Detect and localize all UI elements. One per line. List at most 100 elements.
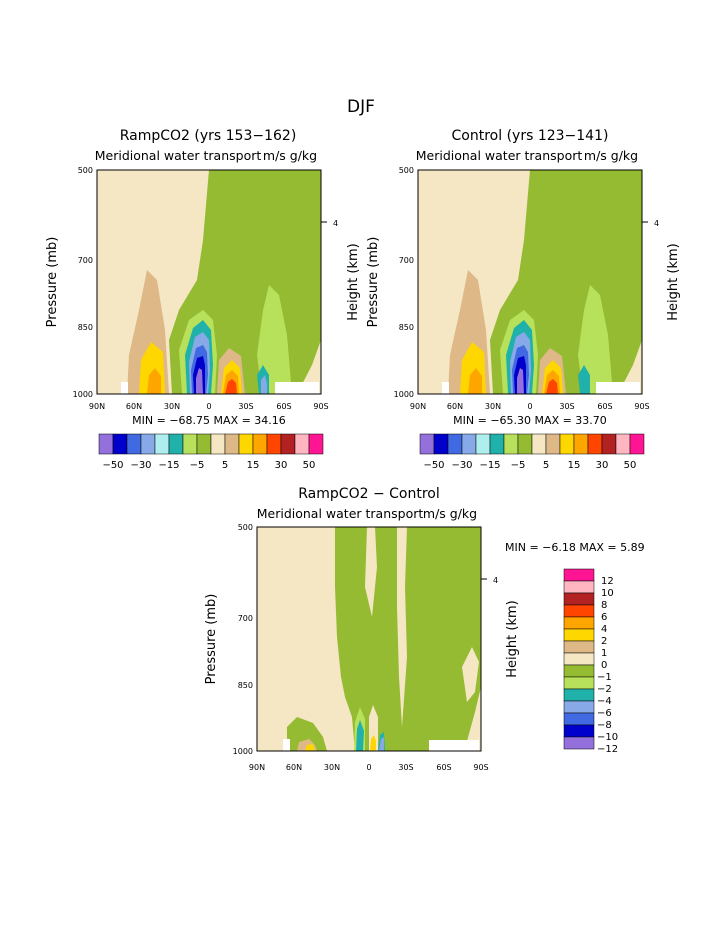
field-zero-strip — [397, 527, 407, 727]
colorbar-label: 5 — [543, 460, 549, 471]
x-tick-label: 60S — [436, 763, 451, 772]
right-axis-label: Height (km) — [666, 243, 681, 320]
colorbar-label: −6 — [597, 708, 612, 719]
y-axis: 500 700 850 1000 — [233, 523, 253, 756]
y-axis: 500 700 850 1000 — [394, 166, 414, 399]
colorbar-label: 10 — [601, 588, 614, 599]
colorbar-label: −50 — [423, 460, 444, 471]
colorbar-label: −4 — [597, 696, 612, 707]
x-tick-label: 90N — [410, 402, 426, 411]
right-axis-label: Height (km) — [346, 243, 361, 320]
right-tick-label: 4 — [333, 219, 338, 228]
x-tick-label: 90S — [473, 763, 488, 772]
colorbar-label: −8 — [597, 720, 612, 731]
y-tick-label: 1000 — [73, 390, 93, 399]
colorbar-swatch — [280, 433, 296, 455]
x-tick-label: 60S — [276, 402, 291, 411]
min-max-label: MIN = −6.18 MAX = 5.89 — [505, 541, 645, 554]
colorbar-swatch — [489, 433, 505, 455]
colorbar-swatch — [210, 433, 226, 455]
y-tick-label: 850 — [399, 323, 414, 332]
colorbar-swatch — [563, 700, 595, 714]
contour-plot: 4 500 700 850 1000 90N 60N 30N 0 30S 60S… — [394, 166, 659, 427]
colorbar-label: −5 — [190, 460, 205, 471]
colorbar-swatch — [154, 433, 170, 455]
y-axis: 500 700 850 1000 — [73, 166, 93, 399]
colorbar-swatch — [563, 628, 595, 642]
colorbar-label: 30 — [596, 460, 609, 471]
colorbar-label: 6 — [601, 612, 607, 623]
colorbar-swatch — [238, 433, 254, 455]
x-tick-label: 30N — [485, 402, 501, 411]
plot-frame — [256, 526, 482, 752]
panel-units: m/s g/kg — [584, 148, 638, 163]
colorbar-label: −5 — [511, 460, 526, 471]
colorbar-label: 0 — [601, 660, 607, 671]
field-neg4 — [356, 720, 364, 751]
panel-title: RampCO2 (yrs 153−162) — [120, 128, 297, 144]
panel-units: m/s g/kg — [423, 506, 477, 521]
x-tick-label: 90N — [89, 402, 105, 411]
field-neg4b — [578, 365, 590, 394]
topography-mask — [596, 382, 640, 394]
colorbar-label: 50 — [624, 460, 637, 471]
min-max-label: MIN = −68.75 MAX = 34.16 — [132, 414, 286, 427]
colorbar-swatch — [503, 433, 519, 455]
panel-subtitle: Meridional water transport — [416, 148, 583, 163]
colorbar-label: 4 — [601, 624, 607, 635]
colorbar-label: −15 — [479, 460, 500, 471]
y-tick-label: 500 — [238, 523, 253, 532]
colorbar-swatch — [563, 592, 595, 606]
field-neg2 — [257, 285, 292, 394]
colorbar-swatch — [182, 433, 198, 455]
colorbar-swatch — [587, 433, 603, 455]
x-tick-label: 90N — [249, 763, 265, 772]
x-tick-label: 0 — [527, 402, 532, 411]
colorbar-swatch — [601, 433, 617, 455]
field-neg1b — [287, 717, 327, 751]
colorbar-label: −12 — [597, 744, 618, 755]
topography-mask — [275, 382, 319, 394]
x-tick-label: 0 — [206, 402, 211, 411]
y-tick-label: 700 — [238, 614, 253, 623]
colorbar-label: −30 — [130, 460, 151, 471]
right-tick-label: 4 — [493, 576, 498, 585]
x-tick-label: 0 — [366, 763, 371, 772]
x-tick-label: 30N — [164, 402, 180, 411]
panel-control: Control (yrs 123−141) Meridional water t… — [366, 128, 681, 471]
colorbar-swatch — [545, 433, 561, 455]
panel-title: RampCO2 − Control — [298, 486, 439, 502]
topography-mask — [429, 740, 479, 751]
colorbar-swatch — [140, 433, 156, 455]
y-axis-label: Pressure (mb) — [204, 594, 219, 685]
x-tick-label: 60N — [126, 402, 142, 411]
colorbar-swatch — [433, 433, 449, 455]
colorbar-swatch — [563, 616, 595, 630]
colorbar-label: −50 — [102, 460, 123, 471]
right-tick-label: 4 — [654, 219, 659, 228]
field-neg12 — [517, 368, 524, 394]
colorbar-label: −15 — [158, 460, 179, 471]
min-max-label: MIN = −65.30 MAX = 33.70 — [453, 414, 607, 427]
colorbar-swatch — [308, 433, 324, 455]
x-tick-label: 30S — [398, 763, 413, 772]
colorbar-label: 5 — [222, 460, 228, 471]
panel-difference: RampCO2 − Control Meridional water trans… — [204, 486, 645, 772]
colorbar-swatch — [563, 736, 595, 750]
colorbar-swatch — [252, 433, 268, 455]
colorbar-swatch — [196, 433, 212, 455]
colorbar-swatch — [563, 580, 595, 594]
panel-title: Control (yrs 123−141) — [452, 128, 609, 144]
colorbar-label: −1 — [597, 672, 612, 683]
colorbar-label: 30 — [275, 460, 288, 471]
topography-mask — [121, 382, 128, 394]
field-neg2 — [578, 285, 613, 394]
y-tick-label: 850 — [238, 681, 253, 690]
x-tick-label: 60S — [597, 402, 612, 411]
x-tick-label: 30S — [559, 402, 574, 411]
plot-frame — [96, 169, 322, 395]
colorbar-swatch — [112, 433, 128, 455]
colorbar-label: −10 — [597, 732, 618, 743]
field-neg6b — [261, 375, 267, 394]
colorbar-swatch — [563, 712, 595, 726]
